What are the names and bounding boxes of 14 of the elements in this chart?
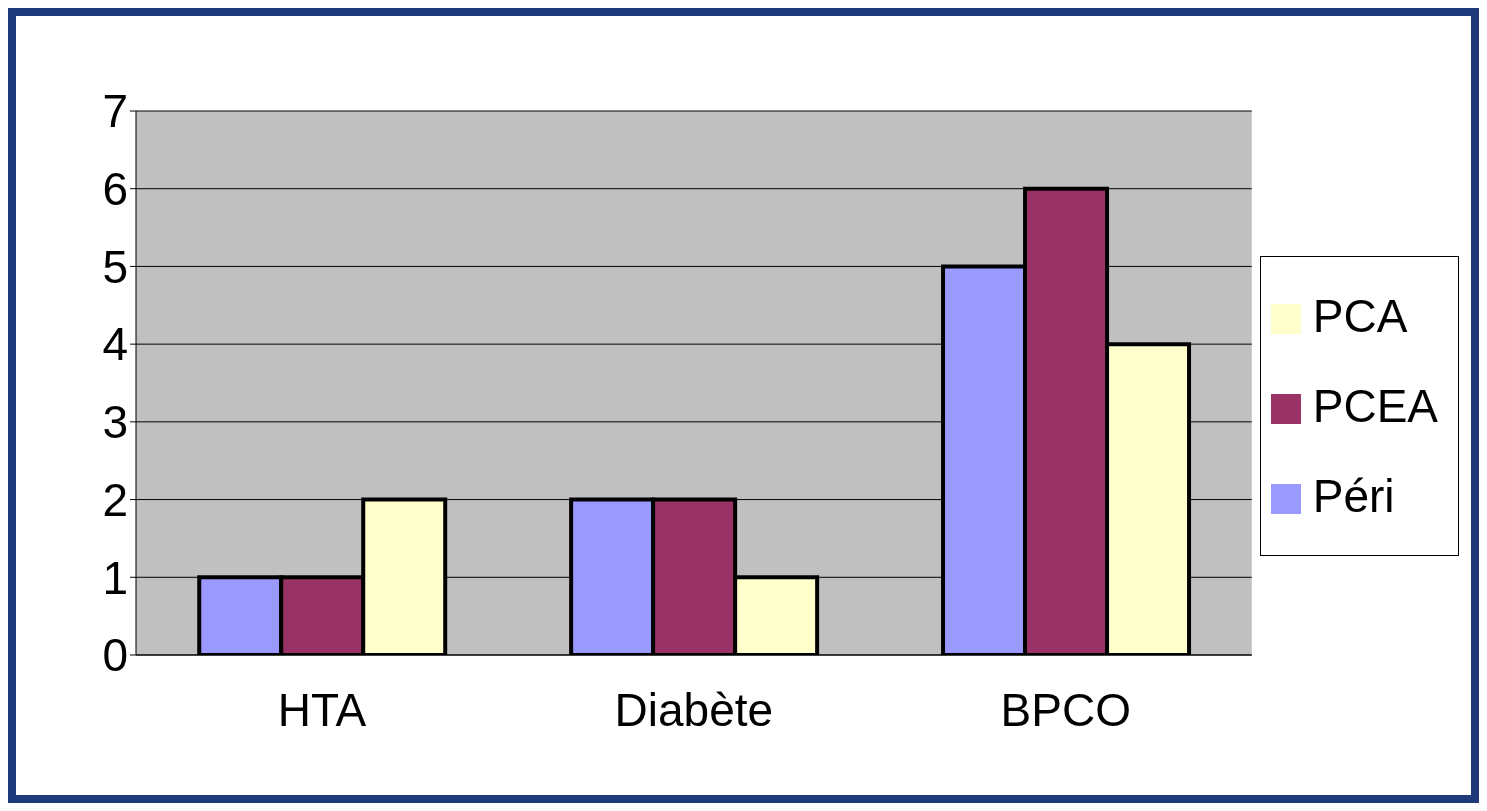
x-tick-label: BPCO bbox=[1000, 683, 1131, 736]
y-tick-label: 3 bbox=[102, 396, 128, 449]
x-tick-label: HTA bbox=[277, 683, 367, 736]
y-tick-label: 1 bbox=[102, 551, 128, 604]
y-tick-label: 5 bbox=[102, 240, 128, 293]
x-tick-label: Diabète bbox=[614, 683, 774, 736]
y-tick-label: 4 bbox=[102, 318, 128, 371]
y-tick-label: 7 bbox=[102, 85, 128, 138]
y-tick-label: 2 bbox=[102, 473, 128, 526]
y-tick-label: 6 bbox=[102, 163, 128, 216]
legend-label: Péri bbox=[1312, 469, 1395, 522]
y-tick-label: 0 bbox=[102, 629, 128, 682]
legend-label: PCA bbox=[1312, 289, 1408, 342]
legend-label: PCEA bbox=[1312, 379, 1438, 432]
